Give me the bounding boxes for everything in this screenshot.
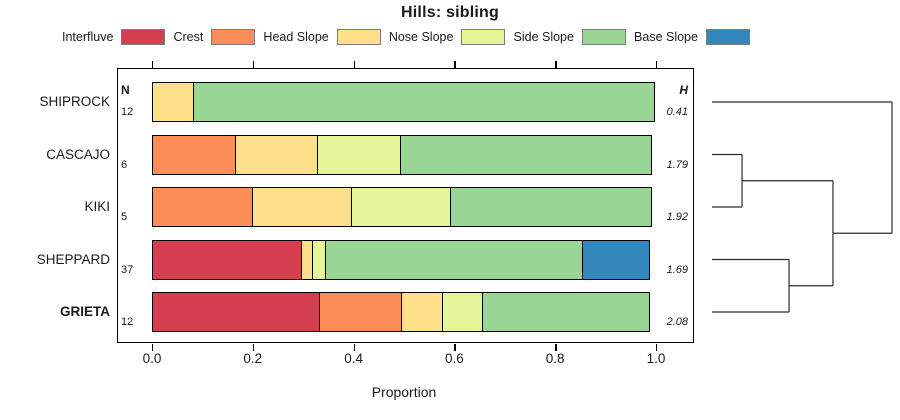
- h-value: 2.08: [666, 316, 688, 328]
- h-value: 0.41: [666, 106, 688, 118]
- h-value: 1.69: [666, 263, 688, 276]
- x-tick-bottom: [656, 344, 658, 351]
- x-tick-top: [555, 61, 557, 68]
- legend-item-crest: Crest: [173, 29, 256, 45]
- x-tick-bottom: [454, 344, 456, 351]
- h-value: 1.92: [666, 211, 688, 223]
- x-tick-label: 0.6: [445, 351, 464, 366]
- legend-item-side-slope: Side Slope: [514, 29, 626, 45]
- legend-swatch-interfluve: [121, 29, 166, 45]
- bar-segment-crest: [318, 292, 403, 332]
- legend-label: Side Slope: [513, 30, 574, 44]
- bar-segment-crest: [152, 134, 236, 175]
- x-tick-bottom: [555, 344, 557, 351]
- bar-segment-side-slope: [449, 187, 652, 227]
- bar-row-sheppard: [152, 239, 650, 280]
- x-tick-bottom: [252, 344, 255, 351]
- bar-segment-side-slope: [399, 134, 652, 175]
- n-value: 37: [121, 263, 134, 276]
- bar-segment-nose-slope: [441, 292, 484, 332]
- legend-label: Head Slope: [263, 30, 329, 44]
- bar-segment-side-slope: [192, 82, 655, 122]
- row-label-cascajo: CASCAJO: [46, 146, 110, 162]
- row-label-grieta: GRIETA: [60, 304, 110, 319]
- x-tick-label: 0.8: [545, 351, 565, 366]
- x-tick-bottom: [152, 344, 154, 351]
- legend-item-head-slope: Head Slope: [263, 29, 381, 45]
- bar-segment-interfluve: [152, 239, 302, 280]
- x-tick-top: [454, 61, 456, 68]
- legend-label: Nose Slope: [388, 30, 454, 44]
- legend-label: Base Slope: [634, 30, 698, 44]
- n-value: 6: [121, 158, 128, 171]
- n-value: 12: [121, 106, 134, 118]
- row-label-sheppard: SHEPPARD: [36, 251, 110, 267]
- bar-segment-interfluve: [152, 292, 320, 332]
- bar-segment-head-slope: [234, 134, 319, 175]
- legend: Interfluve Crest Head Slope Nose Slope Side …: [62, 28, 750, 46]
- bar-segment-base-slope: [582, 239, 650, 280]
- bar-row-shiprock: [152, 82, 655, 122]
- x-tick-label: 0.0: [142, 351, 162, 366]
- legend-swatch-side-slope: [581, 29, 626, 45]
- h-value: 1.79: [666, 158, 688, 171]
- x-tick-label: 0.2: [243, 351, 263, 366]
- bar-segment-side-slope: [482, 292, 650, 332]
- legend-item-base-slope: Base Slope: [634, 29, 750, 45]
- bar-row-grieta: [152, 292, 650, 332]
- legend-label: Crest: [173, 30, 204, 44]
- bar-segment-head-slope: [152, 82, 194, 122]
- legend-swatch-base-slope: [705, 29, 750, 45]
- bar-segment-nose-slope: [351, 187, 451, 227]
- legend-item-nose-slope: Nose Slope: [389, 29, 506, 45]
- n-column-header: N: [121, 83, 130, 97]
- n-value: 5: [121, 211, 128, 223]
- plot-area-border: [117, 68, 694, 343]
- x-tick-top: [353, 61, 355, 68]
- x-tick-label: 1.0: [646, 351, 666, 366]
- bar-row-kiki: [152, 187, 652, 227]
- legend-item-interfluve: Interfluve: [62, 29, 166, 45]
- bar-row-cascajo: [152, 134, 652, 175]
- legend-swatch-nose-slope: [461, 29, 506, 45]
- row-label-shiprock: SHIPROCK: [39, 94, 110, 109]
- chart-title: Hills: sibling: [401, 4, 499, 21]
- bar-segment-crest: [152, 187, 253, 227]
- bar-segment-side-slope: [324, 239, 584, 280]
- x-tick-bottom: [353, 344, 355, 351]
- legend-swatch-head-slope: [336, 29, 381, 45]
- row-label-kiki: KIKI: [84, 199, 110, 214]
- x-tick-top: [252, 61, 255, 68]
- x-tick-label: 0.4: [344, 351, 363, 366]
- bar-segment-nose-slope: [317, 134, 401, 175]
- x-tick-top: [152, 61, 154, 68]
- legend-label: Interfluve: [62, 30, 114, 44]
- n-value: 12: [121, 316, 134, 328]
- bar-segment-head-slope: [251, 187, 353, 227]
- x-axis-title: Proportion: [371, 384, 437, 400]
- x-tick-top: [656, 61, 658, 68]
- legend-swatch-crest: [211, 29, 256, 45]
- bar-segment-head-slope: [401, 292, 443, 332]
- h-column-header: H: [679, 83, 688, 97]
